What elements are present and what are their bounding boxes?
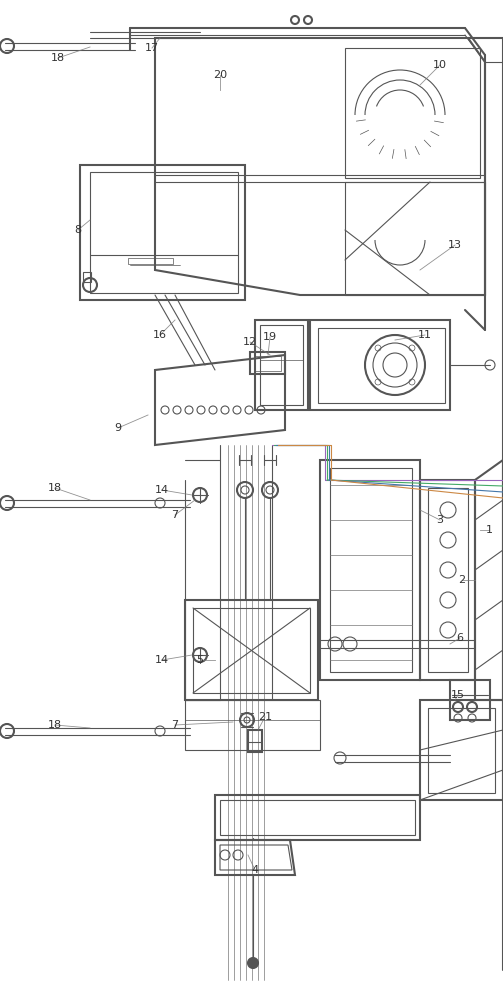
Text: 8: 8: [74, 225, 81, 235]
Text: 14: 14: [155, 485, 169, 495]
Text: 3: 3: [437, 515, 444, 525]
Text: 6: 6: [457, 633, 463, 643]
Text: 20: 20: [213, 70, 227, 80]
Text: 19: 19: [263, 332, 277, 342]
Bar: [254, 356, 281, 371]
Text: 13: 13: [448, 240, 462, 250]
Bar: [248, 730, 262, 752]
Text: 7: 7: [172, 510, 179, 520]
Text: 10: 10: [433, 60, 447, 70]
Bar: [450, 680, 490, 720]
Text: 18: 18: [51, 53, 65, 63]
Text: 17: 17: [145, 43, 159, 53]
Bar: [128, 258, 173, 264]
Text: 4: 4: [252, 865, 259, 875]
Bar: [83, 272, 91, 282]
Text: 9: 9: [115, 423, 122, 433]
Text: 11: 11: [418, 330, 432, 340]
Text: 2: 2: [458, 575, 466, 585]
Text: 7: 7: [172, 720, 179, 730]
Text: 15: 15: [451, 690, 465, 700]
Text: 18: 18: [48, 720, 62, 730]
Text: 12: 12: [243, 337, 257, 347]
Text: 14: 14: [155, 655, 169, 665]
Text: 1: 1: [485, 525, 492, 535]
Text: 5: 5: [197, 655, 204, 665]
Text: 21: 21: [258, 712, 272, 722]
Text: 16: 16: [153, 330, 167, 340]
Text: 18: 18: [48, 483, 62, 493]
Circle shape: [248, 958, 258, 968]
Bar: [345, 48, 480, 178]
Bar: [250, 352, 285, 374]
